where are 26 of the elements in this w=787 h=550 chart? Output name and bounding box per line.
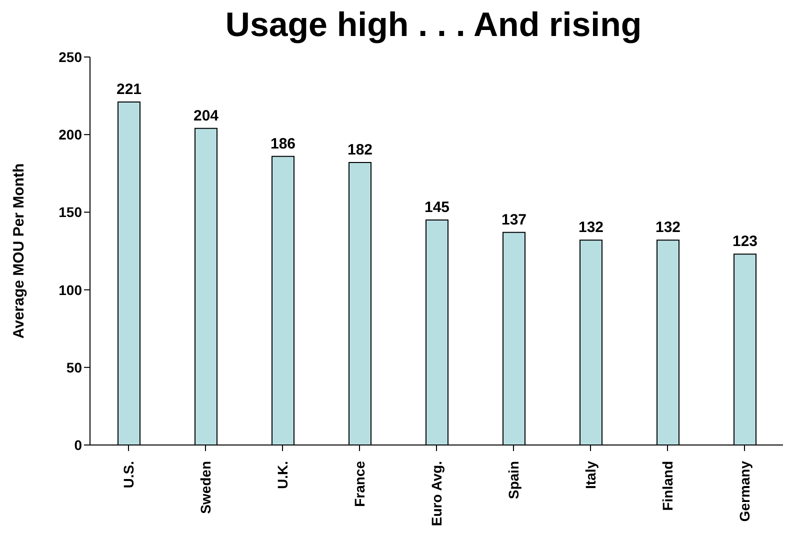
data-label: 137 — [501, 211, 527, 228]
y-tick-label: 100 — [58, 282, 82, 298]
data-label: 182 — [347, 142, 373, 159]
x-tick-label: Germany — [736, 460, 752, 522]
data-label: 132 — [578, 219, 604, 236]
x-tick-label: Spain — [506, 461, 522, 500]
x-tick-label: France — [352, 460, 368, 507]
y-tick-label: 50 — [66, 359, 82, 376]
x-tick-label: U.S. — [120, 461, 136, 488]
data-label: 123 — [732, 233, 758, 250]
x-tick-label: Finland — [660, 461, 676, 511]
data-label: 221 — [116, 81, 142, 98]
x-tick-label: U.K. — [274, 461, 290, 489]
y-tick-label: 0 — [74, 436, 82, 453]
data-label: 145 — [424, 198, 450, 216]
chart-title: Usage high . . . And rising — [224, 5, 643, 46]
y-axis-title: Average MOU Per Month — [10, 163, 28, 339]
y-tick-label: 150 — [58, 204, 82, 220]
x-tick-label: Italy — [582, 460, 598, 490]
y-tick-label: 250 — [58, 48, 82, 65]
data-label: 186 — [270, 135, 296, 152]
data-label: 204 — [193, 107, 220, 124]
x-tick-label: Sweden — [198, 461, 214, 514]
x-tick-label: Euro Avg. — [428, 461, 444, 526]
y-tick-label: 200 — [58, 126, 82, 143]
data-label: 132 — [655, 219, 681, 236]
